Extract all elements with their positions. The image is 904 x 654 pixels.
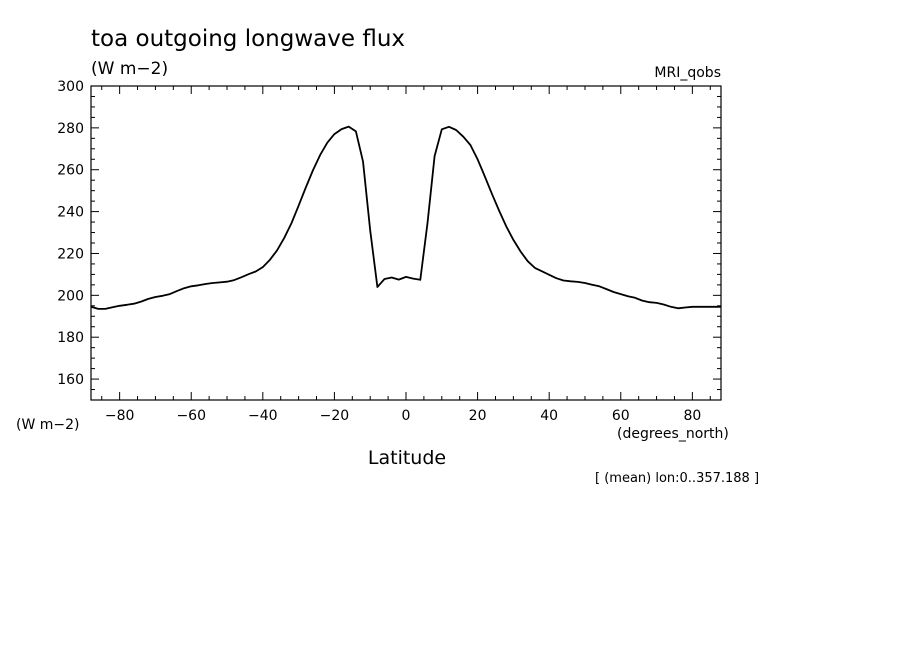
y-tick-label: 200 bbox=[57, 288, 84, 304]
x-tick-label: 0 bbox=[402, 408, 411, 424]
y-tick-label: 240 bbox=[57, 205, 84, 221]
y-tick-label: 280 bbox=[57, 121, 84, 137]
y-axis-units-label: (W m−2) bbox=[16, 417, 80, 433]
x-axis-label: Latitude bbox=[368, 447, 446, 469]
dataset-label: MRI_qobs bbox=[654, 65, 721, 81]
y-tick-label: 180 bbox=[57, 330, 84, 346]
y-tick-label: 260 bbox=[57, 163, 84, 179]
y-tick-label: 160 bbox=[57, 372, 84, 388]
y-tick-label: 300 bbox=[57, 79, 84, 95]
footnote: [ (mean) lon:0..357.188 ] bbox=[595, 471, 759, 486]
axis-ticks bbox=[91, 85, 721, 401]
chart-title: toa outgoing longwave flux bbox=[91, 26, 405, 52]
x-tick-label: −80 bbox=[105, 408, 135, 424]
x-tick-label: −60 bbox=[176, 408, 206, 424]
x-axis-units-label: (degrees_north) bbox=[617, 426, 729, 442]
x-axis-tick-labels: −80 −60 −40 −20 0 20 40 60 80 bbox=[105, 408, 701, 424]
series-line-mri-qobs bbox=[90, 125, 721, 310]
x-tick-label: −40 bbox=[248, 408, 278, 424]
x-tick-label: 60 bbox=[612, 408, 630, 424]
x-tick-label: 80 bbox=[683, 408, 701, 424]
y-tick-label: 220 bbox=[57, 246, 84, 262]
x-tick-label: 40 bbox=[540, 408, 558, 424]
plot-frame bbox=[90, 85, 722, 401]
y-axis-tick-labels: 160 180 200 220 240 260 280 300 bbox=[57, 79, 84, 388]
x-tick-label: −20 bbox=[320, 408, 350, 424]
chart-units: (W m−2) bbox=[91, 59, 168, 79]
x-tick-label: 20 bbox=[469, 408, 487, 424]
